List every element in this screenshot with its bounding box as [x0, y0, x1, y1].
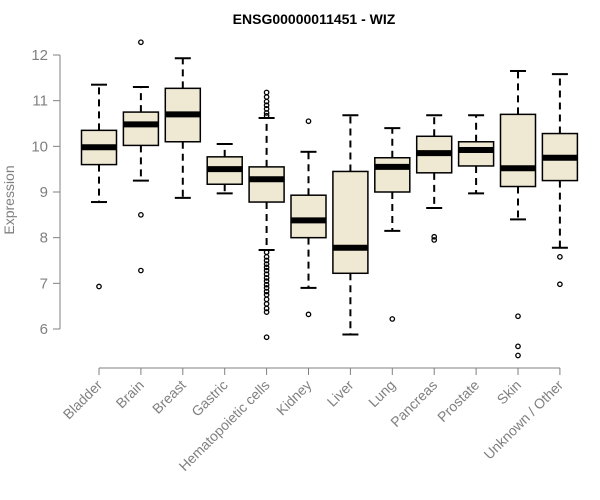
outlier-point	[431, 237, 438, 243]
iqr-box	[290, 194, 327, 239]
iqr-box	[499, 113, 537, 188]
boxes	[80, 39, 579, 359]
outlier-point	[96, 283, 102, 290]
outlier-point	[263, 98, 270, 105]
x-tick-label: Lung	[365, 377, 398, 410]
box-group	[541, 73, 579, 288]
x-tick-label: Brain	[113, 377, 147, 411]
y-tick-label: 10	[31, 138, 48, 155]
outlier-point	[263, 296, 270, 303]
box-group	[332, 114, 369, 336]
outlier-point	[305, 118, 312, 125]
x-tick-label: Liver	[324, 377, 357, 410]
outlier-point	[263, 305, 270, 312]
outlier-point	[263, 334, 270, 341]
iqr-box	[332, 170, 369, 275]
outlier-point	[515, 313, 521, 320]
outlier-point	[305, 311, 312, 318]
outlier-point	[263, 94, 270, 100]
chart-title: ENSG00000011451 - WIZ	[233, 11, 396, 27]
outlier-point	[138, 211, 144, 218]
box-group	[374, 127, 411, 322]
outlier-point	[515, 352, 521, 359]
iqr-box	[248, 166, 285, 203]
outlier-point	[263, 288, 270, 295]
box-group	[499, 69, 537, 359]
outlier-point	[431, 233, 438, 240]
x-tick-label: Breast	[149, 377, 189, 417]
box-group	[457, 114, 495, 195]
box-group	[164, 57, 202, 199]
outlier-point	[263, 278, 270, 284]
x-tick-label: Skin	[494, 377, 525, 408]
y-tick-label: 6	[40, 321, 48, 338]
box-group	[415, 114, 453, 243]
y-tick-label: 7	[40, 275, 48, 292]
outlier-point	[263, 89, 270, 96]
outlier-point	[138, 267, 144, 274]
outlier-point	[557, 253, 563, 260]
outlier-point	[263, 112, 270, 119]
x-tick-label: Pancreas	[387, 377, 440, 430]
box-group	[290, 118, 327, 318]
iqr-box	[457, 141, 495, 167]
outlier-point	[263, 264, 270, 271]
box-group	[206, 143, 243, 195]
x-tick-label: Bladder	[60, 377, 106, 423]
x-tick-label: Prostate	[434, 377, 482, 425]
iqr-box	[122, 111, 160, 147]
iqr-box	[374, 157, 411, 193]
outlier-point	[263, 309, 270, 315]
outlier-point	[263, 285, 270, 291]
outlier-point	[515, 343, 521, 350]
y-axis-label: Expression	[1, 165, 17, 234]
outlier-point	[138, 39, 144, 46]
y-tick-label: 11	[32, 93, 48, 110]
x-tick-label: Kidney	[273, 377, 315, 419]
outlier-point	[263, 275, 270, 281]
box-group	[80, 83, 118, 290]
y-tick-label: 9	[40, 184, 48, 201]
box-group	[122, 39, 160, 274]
y-tick-label: 12	[31, 47, 48, 64]
outlier-point	[263, 281, 270, 288]
outlier-point	[263, 261, 270, 268]
outlier-point	[263, 257, 270, 264]
outlier-point	[557, 281, 563, 288]
outlier-point	[263, 253, 270, 260]
outlier-point	[263, 301, 270, 307]
outlier-point	[263, 271, 270, 278]
outlier-point	[389, 316, 396, 322]
y-tick-label: 8	[40, 230, 48, 247]
box-group	[248, 89, 285, 341]
outlier-point	[263, 102, 270, 109]
outlier-point	[263, 267, 270, 274]
outlier-point	[263, 110, 270, 116]
x-tick-label: Unknown / Other	[480, 377, 566, 463]
